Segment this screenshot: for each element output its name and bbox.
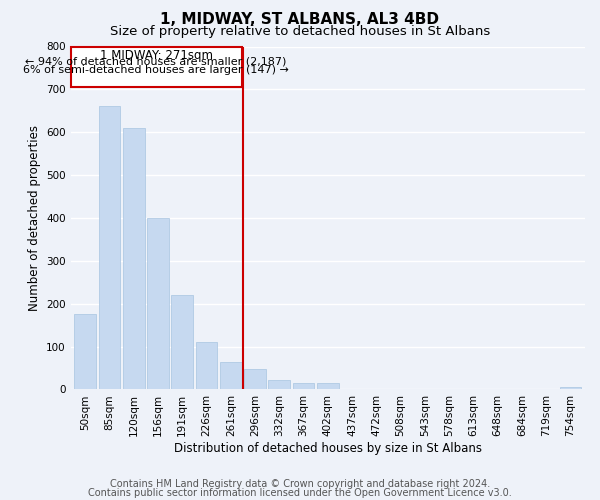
Bar <box>147 218 169 390</box>
Text: 1 MIDWAY: 271sqm: 1 MIDWAY: 271sqm <box>100 48 212 62</box>
Bar <box>293 383 314 390</box>
Bar <box>172 295 193 390</box>
Bar <box>244 370 266 390</box>
Bar <box>98 106 121 390</box>
Bar <box>268 380 290 390</box>
Text: Contains HM Land Registry data © Crown copyright and database right 2024.: Contains HM Land Registry data © Crown c… <box>110 479 490 489</box>
Bar <box>74 314 96 390</box>
Bar <box>560 388 581 390</box>
Text: Size of property relative to detached houses in St Albans: Size of property relative to detached ho… <box>110 25 490 38</box>
Text: Contains public sector information licensed under the Open Government Licence v3: Contains public sector information licen… <box>88 488 512 498</box>
Y-axis label: Number of detached properties: Number of detached properties <box>28 125 41 311</box>
Bar <box>196 342 217 390</box>
Bar <box>123 128 145 390</box>
X-axis label: Distribution of detached houses by size in St Albans: Distribution of detached houses by size … <box>174 442 482 455</box>
Bar <box>317 383 339 390</box>
FancyBboxPatch shape <box>71 46 242 87</box>
Text: 1, MIDWAY, ST ALBANS, AL3 4BD: 1, MIDWAY, ST ALBANS, AL3 4BD <box>161 12 439 28</box>
Bar <box>220 362 242 390</box>
Text: ← 94% of detached houses are smaller (2,187): ← 94% of detached houses are smaller (2,… <box>25 56 287 66</box>
Text: 6% of semi-detached houses are larger (147) →: 6% of semi-detached houses are larger (1… <box>23 64 289 74</box>
